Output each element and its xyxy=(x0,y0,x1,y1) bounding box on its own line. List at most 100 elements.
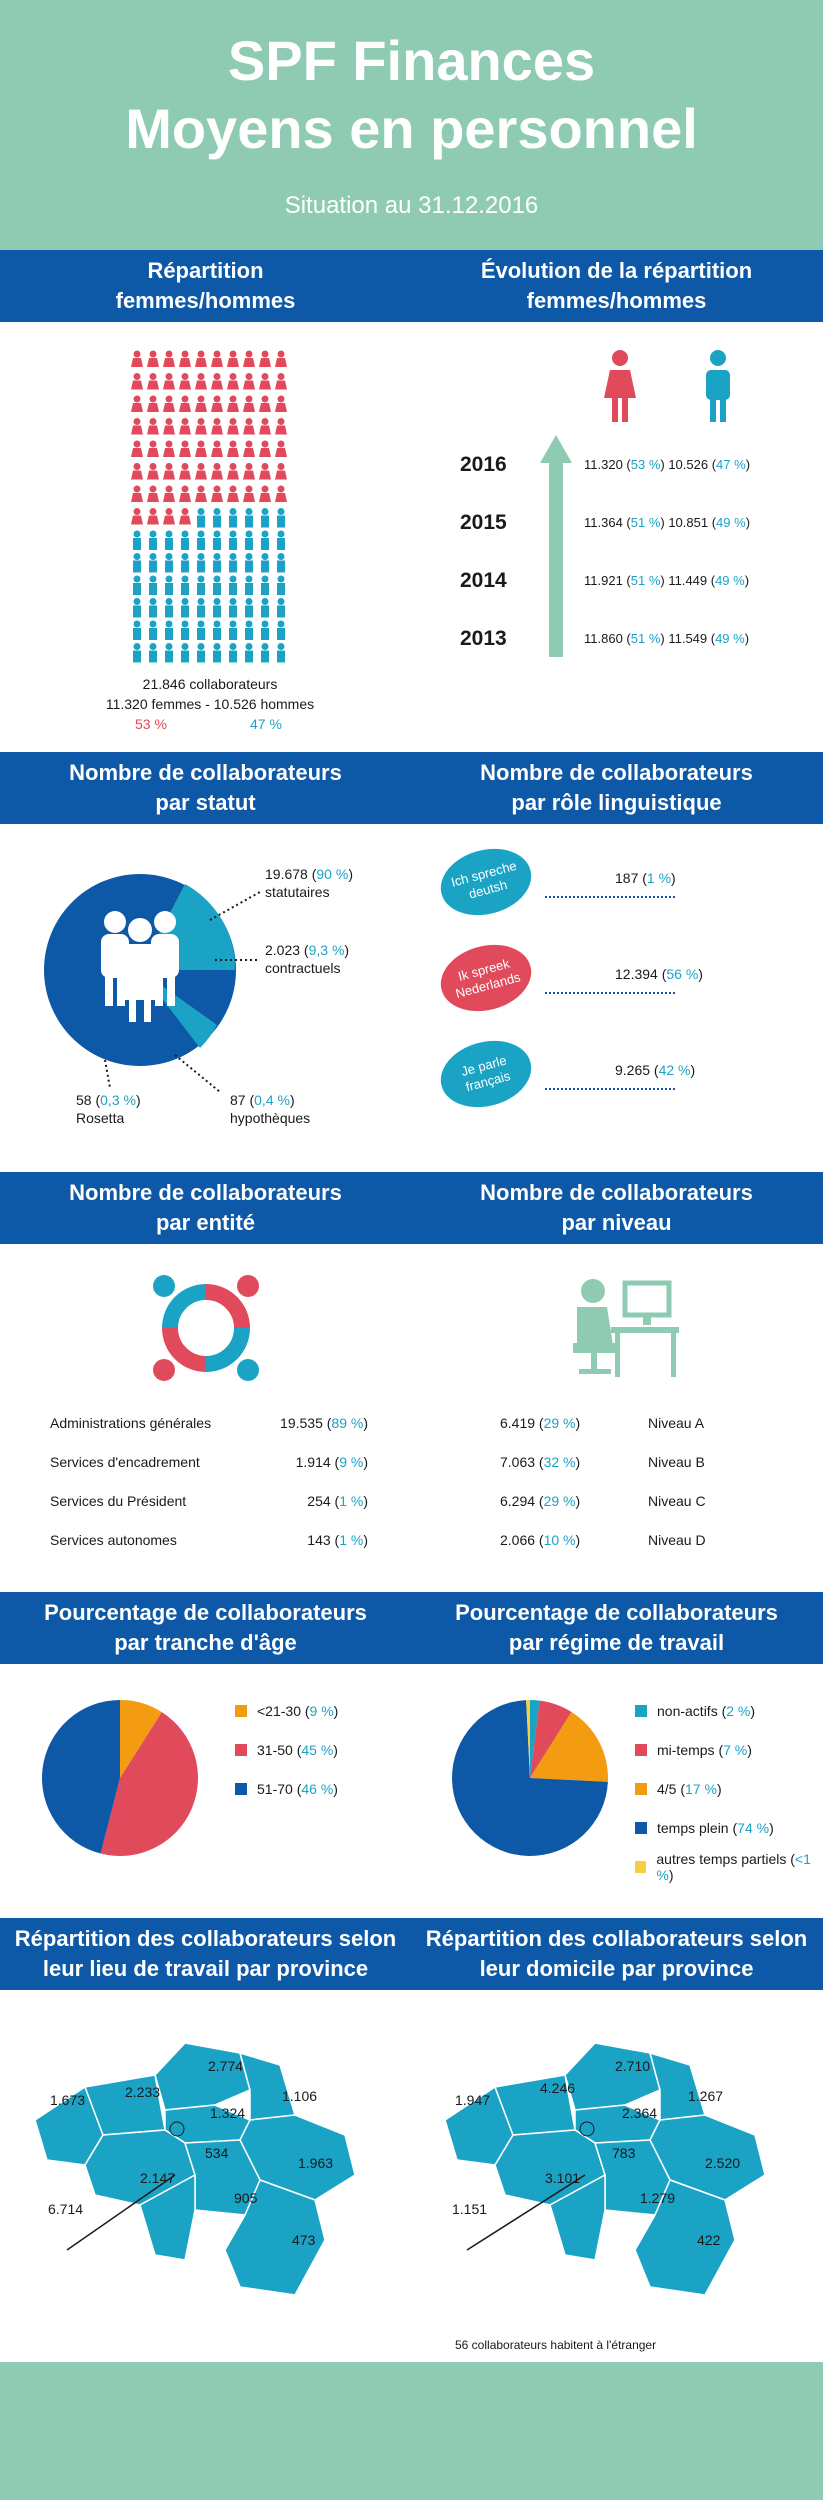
language-bubble: Je parle français xyxy=(433,1031,539,1117)
man-figure-icon xyxy=(213,598,221,618)
evolution-values: 11.320 (53 %) 10.526 (47 %) xyxy=(584,457,751,472)
pie-slice xyxy=(42,1700,120,1854)
entity-count: 19.535 (89 %) xyxy=(280,1415,368,1431)
language-bubble: Ich spreche deutsh xyxy=(433,839,539,925)
section-header-entite-niveau: Nombre de collaborateurs par entité Nombr… xyxy=(0,1172,823,1244)
legend-item: 51-70 (46 %) xyxy=(235,1778,338,1800)
header-banner: SPF Finances Moyens en personnel Situati… xyxy=(0,0,823,250)
work-luxembourg: 473 xyxy=(292,2232,316,2248)
work-province-map xyxy=(34,2042,356,2296)
work-liege: 1.963 xyxy=(298,2155,334,2171)
pie-slice xyxy=(100,1712,198,1856)
work-callout: 6.714 xyxy=(48,2201,84,2217)
work-west-flanders: 1.673 xyxy=(50,2092,86,2108)
page-subtitle: Situation au 31.12.2016 xyxy=(284,192,539,219)
section-header-gender: Répartition femmes/hommes Évolution de la… xyxy=(0,250,823,322)
growth-arrow xyxy=(540,435,572,657)
man-figure-icon xyxy=(197,530,205,550)
work-east-flanders: 2.233 xyxy=(125,2084,161,2100)
woman-figure-icon xyxy=(163,350,175,367)
woman-figure-icon xyxy=(227,463,239,480)
level-count: 7.063 (32 %) xyxy=(500,1454,581,1470)
level-label: Niveau D xyxy=(648,1532,706,1548)
legend-label: 51-70 (46 %) xyxy=(257,1781,338,1797)
section-title: Répartition femmes/hommes xyxy=(115,258,296,313)
work-brussels: 1.324 xyxy=(210,2105,246,2121)
home-antwerp: 2.710 xyxy=(615,2058,651,2074)
man-figure-icon xyxy=(197,643,205,663)
woman-figure-icon xyxy=(211,373,223,390)
woman-figure-icon xyxy=(147,508,159,525)
man-figure-icon xyxy=(165,598,173,618)
level-label: Niveau A xyxy=(648,1415,705,1431)
man-figure-icon xyxy=(261,598,269,618)
man-figure-icon xyxy=(165,643,173,663)
woman-figure-icon xyxy=(259,350,271,367)
work-namur: 905 xyxy=(234,2190,258,2206)
woman-figure-icon xyxy=(227,395,239,412)
man-figure-icon xyxy=(229,598,237,618)
home-province-map xyxy=(444,2042,766,2296)
man-figure-icon xyxy=(229,620,237,640)
woman-icon xyxy=(604,350,636,422)
man-figure-icon xyxy=(213,508,221,528)
woman-figure-icon xyxy=(163,373,175,390)
woman-figure-icon xyxy=(243,373,255,390)
woman-figure-icon xyxy=(211,485,223,502)
man-figure-icon xyxy=(213,553,221,573)
man-figure-icon xyxy=(181,575,189,595)
woman-figure-icon xyxy=(227,485,239,502)
woman-figure-icon xyxy=(275,463,287,480)
woman-figure-icon xyxy=(179,440,191,457)
man-figure-icon xyxy=(261,553,269,573)
woman-figure-icon xyxy=(147,440,159,457)
woman-figure-icon xyxy=(163,418,175,435)
legend-swatch xyxy=(635,1705,647,1717)
man-figure-icon xyxy=(197,598,205,618)
legend-swatch xyxy=(635,1744,647,1756)
work-walloon-brabant: 534 xyxy=(205,2145,229,2161)
hypotheques-label: hypothèques xyxy=(230,1110,311,1126)
woman-figure-icon xyxy=(259,395,271,412)
man-figure-icon xyxy=(149,575,157,595)
entity-count: 1.914 (9 %) xyxy=(295,1454,368,1470)
statutaires-count: 19.678 (90 %) xyxy=(265,866,353,882)
home-west-flanders: 1.947 xyxy=(455,2092,491,2108)
woman-figure-icon xyxy=(179,373,191,390)
hypotheques-count: 87 (0,4 %) xyxy=(230,1092,295,1108)
woman-figure-icon xyxy=(243,463,255,480)
woman-figure-icon xyxy=(211,463,223,480)
abroad-note: 56 collaborateurs habitent à l'étranger xyxy=(455,2338,657,2352)
entity-label: Services d'encadrement xyxy=(50,1454,200,1470)
woman-figure-icon xyxy=(147,485,159,502)
age-legend: <21-30 (9 %) 31-50 (45 %) 51-70 (46 %) xyxy=(235,1700,338,1817)
woman-figure-icon xyxy=(211,440,223,457)
home-callout: 1.151 xyxy=(452,2201,488,2217)
woman-figure-icon xyxy=(259,463,271,480)
man-figure-icon xyxy=(229,643,237,663)
man-figure-icon xyxy=(261,508,269,528)
pie-slice xyxy=(530,1700,572,1778)
legend-swatch xyxy=(235,1705,247,1717)
legend-swatch xyxy=(635,1822,647,1834)
woman-figure-icon xyxy=(243,395,255,412)
man-figure-icon xyxy=(213,643,221,663)
woman-figure-icon xyxy=(243,440,255,457)
legend-label: mi-temps (7 %) xyxy=(657,1742,752,1758)
legend-label: temps plein (74 %) xyxy=(657,1820,774,1836)
regime-pie-chart xyxy=(452,1700,608,1856)
man-figure-icon xyxy=(261,530,269,550)
home-brussels: 2.364 xyxy=(622,2105,658,2121)
woman-figure-icon xyxy=(275,373,287,390)
statutaires-label: statutaires xyxy=(265,884,330,900)
woman-figure-icon xyxy=(227,440,239,457)
section-title: Répartition des collaborateurs selon leur… xyxy=(14,1926,397,1981)
woman-figure-icon xyxy=(195,395,207,412)
man-figure-icon xyxy=(245,530,253,550)
entity-count: 254 (1 %) xyxy=(307,1493,368,1509)
woman-figure-icon xyxy=(131,418,143,435)
man-figure-icon xyxy=(229,508,237,528)
legend-swatch xyxy=(235,1744,247,1756)
man-figure-icon xyxy=(213,530,221,550)
woman-figure-icon xyxy=(211,350,223,367)
